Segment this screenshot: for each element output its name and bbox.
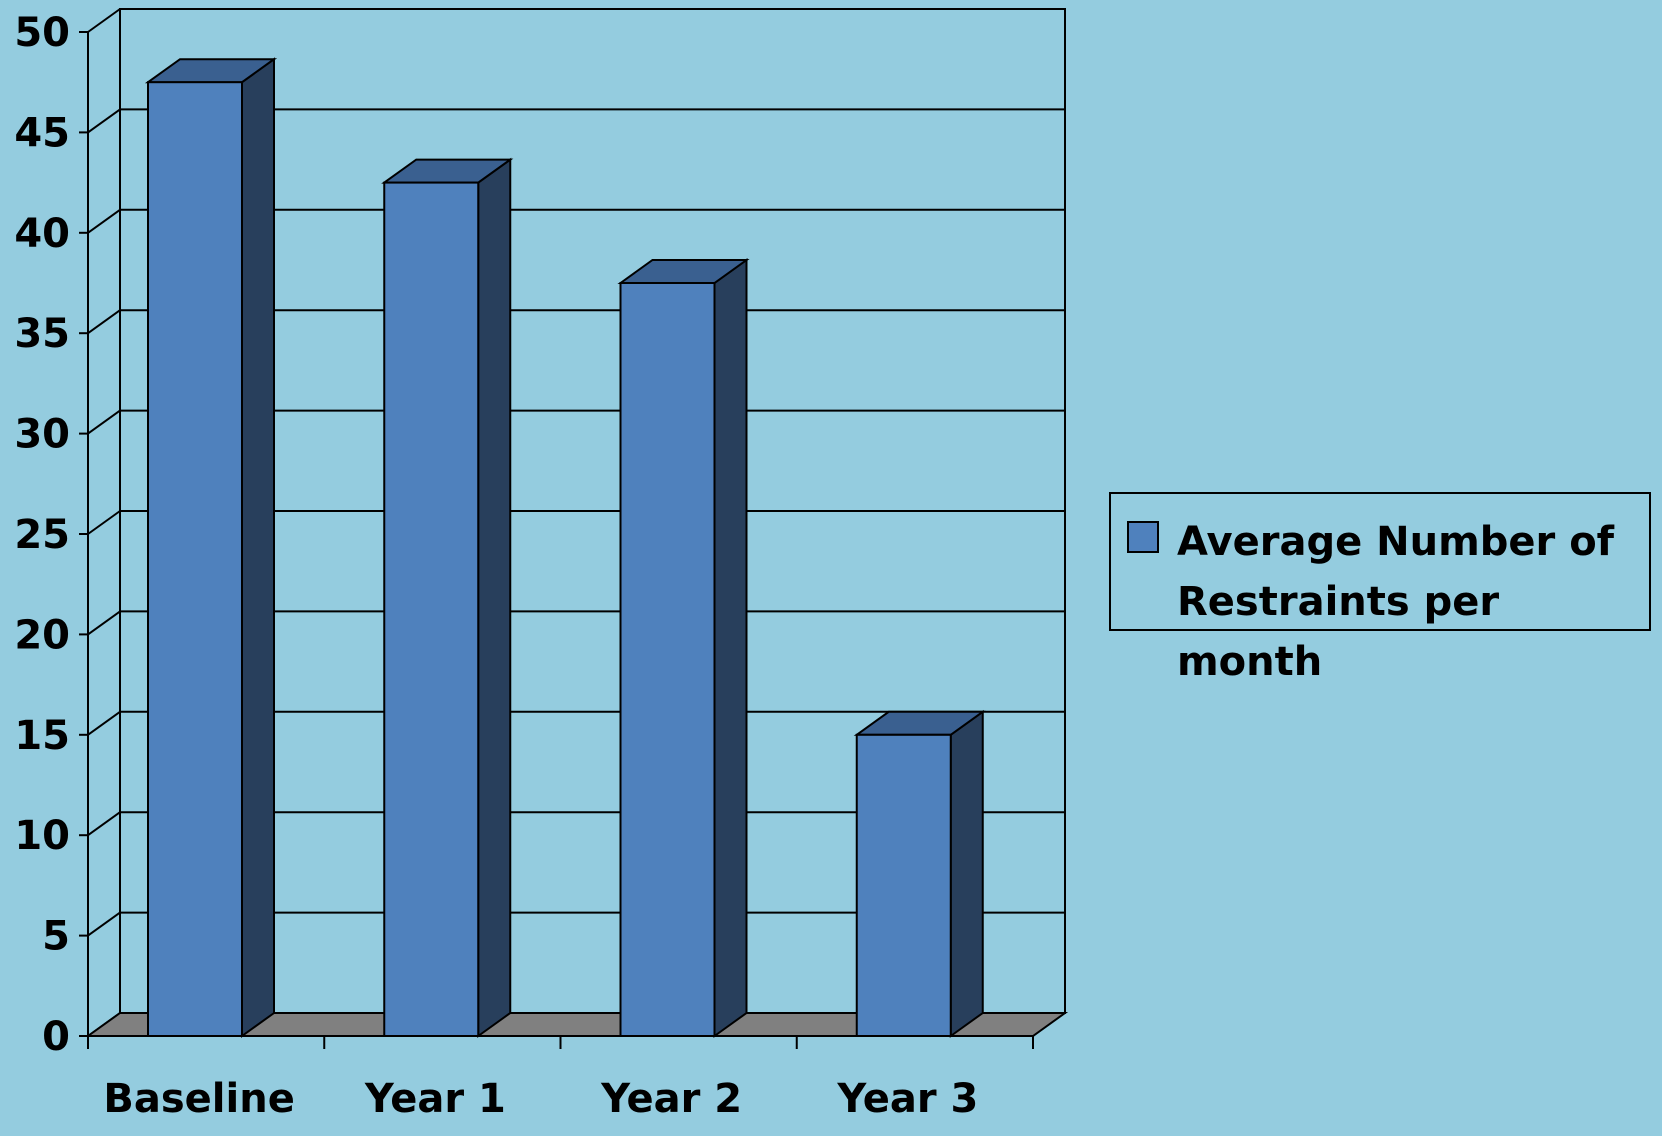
- y-axis-tick-labels: 0 5 10 15 20 25 30 35 40 45 50: [14, 10, 70, 1060]
- bar-side-face: [713, 258, 748, 1038]
- legend: Average Number of Restraints per month: [1109, 492, 1651, 685]
- bar-year-1: [381, 157, 514, 1038]
- y-tick-label: 40: [14, 211, 70, 257]
- y-tick-label: 20: [14, 612, 70, 658]
- bar-front-face: [855, 733, 952, 1037]
- y-tick-label: 45: [14, 110, 70, 156]
- y-tick-label: 35: [14, 311, 70, 357]
- side-wall-gridline: [87, 710, 121, 736]
- bar-front-face: [619, 282, 716, 1037]
- bar-year-2: [617, 258, 750, 1038]
- side-wall-gridline: [87, 309, 121, 335]
- x-tick-label: Year 2: [600, 1076, 742, 1122]
- bars: [144, 57, 986, 1038]
- y-tick-label: 15: [14, 713, 70, 759]
- bar-year-3: [853, 709, 986, 1038]
- bar-front-face: [147, 81, 243, 1037]
- bar-side-face: [949, 709, 984, 1038]
- y-tick-label: 0: [42, 1014, 70, 1060]
- y-tick-label: 25: [14, 512, 70, 558]
- x-tick-label: Year 1: [364, 1076, 506, 1122]
- y-tick-label: 30: [14, 412, 70, 458]
- legend-label: Average Number of Restraints per month: [1177, 519, 1615, 685]
- side-wall-gridline: [87, 911, 121, 937]
- y-tick-label: 50: [14, 10, 70, 56]
- side-wall-gridline: [87, 409, 121, 435]
- bar-baseline: [144, 57, 278, 1038]
- bar-side-face: [477, 157, 512, 1038]
- side-wall-gridline: [87, 108, 121, 134]
- side-wall-gridline: [87, 510, 121, 535]
- y-tick-label: 5: [42, 914, 70, 960]
- y-tick-label: 10: [14, 813, 70, 859]
- x-axis-tick-labels: Baseline Year 1 Year 2 Year 3: [103, 1076, 978, 1122]
- side-wall-gridline: [87, 811, 121, 837]
- side-wall-gridline: [87, 8, 121, 33]
- x-tick-label: Year 3: [836, 1076, 978, 1122]
- x-tick-label: Baseline: [103, 1076, 294, 1122]
- bar-side-face: [241, 57, 275, 1038]
- legend-swatch: [1127, 521, 1159, 553]
- side-wall-gridline: [87, 208, 121, 234]
- bar-front-face: [383, 181, 480, 1038]
- side-wall-gridline: [87, 610, 121, 636]
